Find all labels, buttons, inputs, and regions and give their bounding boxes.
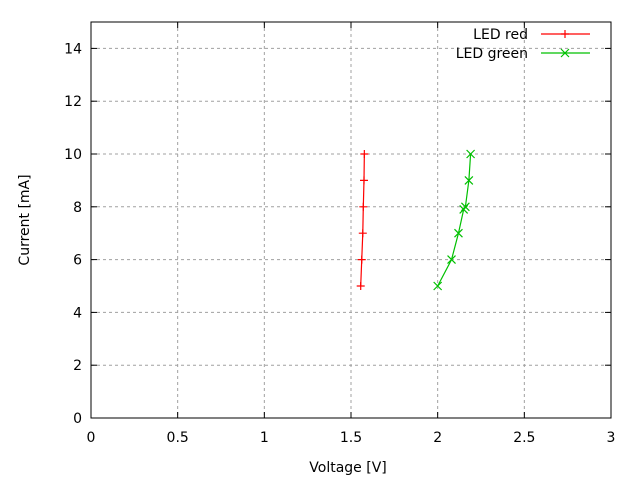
x-tick-label: 1.5	[340, 430, 362, 446]
y-tick-label: 14	[64, 41, 82, 57]
grid	[91, 22, 611, 418]
y-tick-label: 2	[73, 358, 82, 374]
x-tick-label: 2	[433, 430, 442, 446]
series-line-1	[437, 153, 472, 287]
y-tick-label: 6	[73, 253, 82, 269]
y-tick-label: 12	[64, 94, 82, 110]
data-point	[460, 202, 470, 212]
ticks: 0 0.5 1 1.5 2 2.5 3 0 2 4 6 8 10 12 14	[64, 22, 615, 446]
data-point	[466, 149, 476, 159]
y-tick-label: 8	[73, 200, 82, 216]
x-tick-label: 3	[607, 430, 616, 446]
x-tick-label: 0.5	[167, 430, 189, 446]
data-point	[359, 202, 368, 211]
data-point	[459, 205, 469, 214]
x-tick-label: 0	[87, 430, 96, 446]
x-axis-label: Voltage [V]	[309, 460, 386, 476]
data-point	[447, 255, 456, 265]
legend-marker	[561, 30, 569, 38]
data-point	[454, 228, 463, 238]
data-point	[360, 176, 368, 185]
data-point	[433, 281, 443, 291]
legend: LED red LED green	[456, 27, 590, 62]
y-tick-label: 4	[73, 305, 82, 321]
x-tick-label: 2.5	[513, 430, 535, 446]
series-layer	[356, 149, 476, 291]
legend-marker	[560, 48, 570, 58]
data-point	[358, 229, 367, 238]
data-point	[357, 255, 366, 264]
legend-label-green: LED green	[456, 46, 528, 62]
data-point	[360, 150, 369, 158]
data-point	[356, 282, 365, 290]
y-tick-label: 0	[73, 411, 82, 427]
legend-label-red: LED red	[473, 27, 528, 43]
y-axis-label: Current [mA]	[17, 174, 33, 265]
x-tick-label: 1	[260, 430, 269, 446]
data-point	[464, 175, 474, 185]
y-tick-label: 10	[64, 147, 82, 163]
series-line-0	[360, 153, 365, 287]
